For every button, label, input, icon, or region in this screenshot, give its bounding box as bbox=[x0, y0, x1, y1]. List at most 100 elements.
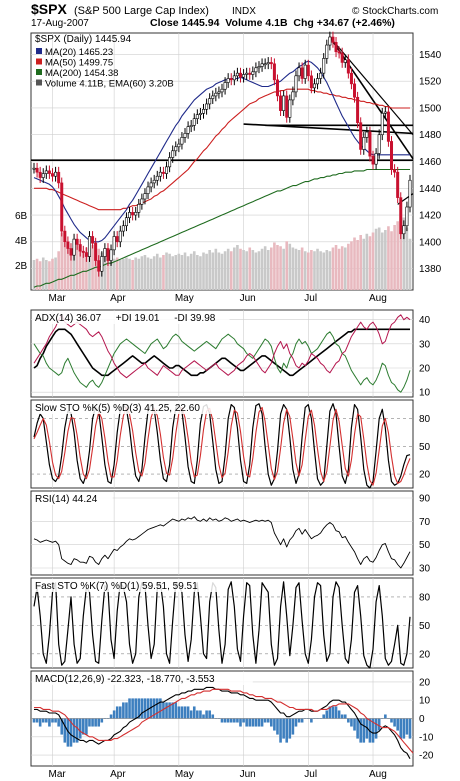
macd-histogram-bar bbox=[233, 718, 236, 723]
macd-histogram-bar bbox=[254, 718, 258, 727]
volume-bar bbox=[192, 251, 196, 290]
price-candle bbox=[155, 175, 159, 181]
legend-background bbox=[32, 672, 253, 685]
y-tick-label: 10 bbox=[419, 696, 431, 707]
volume-bar bbox=[294, 248, 298, 290]
volume-bar bbox=[125, 257, 128, 290]
volume-bar bbox=[69, 248, 73, 290]
macd-histogram-bar bbox=[162, 702, 165, 719]
macd-histogram-bar bbox=[223, 718, 227, 723]
price-candle bbox=[109, 249, 113, 261]
volume-bar bbox=[384, 230, 387, 290]
macd-histogram-bar bbox=[239, 718, 242, 727]
price-candle bbox=[383, 111, 387, 114]
price-candle bbox=[226, 78, 230, 83]
macd-histogram-bar bbox=[32, 718, 36, 723]
y-tick-label: 50 bbox=[419, 540, 431, 551]
macd-histogram-bar bbox=[38, 718, 42, 727]
macd-histogram-bar bbox=[211, 714, 215, 719]
macd-panel-series-line bbox=[34, 686, 411, 759]
macd-histogram-bar bbox=[94, 718, 97, 727]
macd-histogram-bar bbox=[279, 718, 282, 743]
price-candle bbox=[393, 169, 397, 173]
macd-histogram-bar bbox=[146, 698, 150, 719]
price-candle bbox=[118, 230, 122, 243]
adx-panel-series-line bbox=[33, 331, 411, 393]
volume-bar bbox=[285, 241, 289, 290]
price-candle bbox=[223, 82, 227, 90]
price-candle bbox=[47, 170, 51, 174]
y-tick-label: 1380 bbox=[419, 264, 442, 275]
price-candle bbox=[72, 238, 76, 256]
macd-histogram-bar bbox=[257, 718, 261, 727]
macd-histogram-bar bbox=[322, 714, 326, 719]
price-candle bbox=[128, 212, 132, 219]
volume-bar bbox=[211, 252, 215, 290]
volume-bar bbox=[180, 255, 184, 290]
price-candle bbox=[386, 111, 390, 142]
volume-bar bbox=[270, 247, 273, 290]
price-candle bbox=[356, 96, 360, 123]
price-candle bbox=[198, 113, 202, 115]
price-candle bbox=[63, 230, 67, 243]
macd-histogram-bar bbox=[331, 706, 335, 719]
macd-histogram-bar bbox=[220, 718, 224, 723]
legend-entry: MA(20) 1465.23 bbox=[45, 47, 113, 58]
price-candle bbox=[183, 133, 187, 138]
macd-histogram-bar bbox=[242, 718, 245, 723]
macd-histogram-bar bbox=[35, 718, 39, 723]
price-candle bbox=[81, 250, 85, 253]
volume-bar bbox=[109, 256, 113, 290]
volume-bar bbox=[146, 257, 150, 290]
macd-histogram-bar bbox=[171, 702, 174, 719]
volume-bar bbox=[134, 257, 138, 290]
volume-bar bbox=[78, 250, 82, 290]
volume-bar bbox=[353, 237, 356, 290]
price-panel: 1380 1400 1420 1440 1460 1480 1500 1520 1540 2B 4B… bbox=[15, 31, 442, 304]
y-tick-label: 20 bbox=[419, 677, 431, 688]
price-candle bbox=[50, 173, 54, 177]
price-candle bbox=[180, 137, 184, 145]
price-candle bbox=[35, 167, 39, 173]
legend-entry: MA(200) 1454.38 bbox=[45, 68, 118, 79]
price-candle bbox=[174, 146, 178, 152]
y-tick-label: -20 bbox=[419, 751, 434, 762]
price-candle bbox=[106, 248, 110, 261]
macd-histogram-bar bbox=[186, 706, 190, 719]
volume-bar bbox=[171, 256, 174, 290]
price-candle bbox=[32, 167, 36, 170]
legend-swatch bbox=[36, 48, 42, 54]
macd-histogram-bar bbox=[260, 718, 264, 727]
volume-bar bbox=[137, 258, 141, 290]
price-candle bbox=[269, 62, 273, 65]
price-candle bbox=[368, 131, 372, 157]
price-candle bbox=[66, 241, 70, 249]
macd-histogram-bar bbox=[149, 698, 153, 719]
price-candle bbox=[217, 91, 221, 94]
y-tick-label: 1540 bbox=[419, 50, 442, 61]
legend-entry: MA(50) 1499.75 bbox=[45, 58, 113, 69]
legend-entry: MACD(12,26,9) -22.323, -18.770, -3.553 bbox=[35, 674, 215, 685]
volume-bar bbox=[337, 248, 341, 290]
price-candle bbox=[260, 63, 264, 67]
security-name: (S&P 500 Large Cap Index) bbox=[74, 5, 209, 17]
price-candle bbox=[78, 244, 82, 252]
price-candle bbox=[303, 64, 307, 79]
rsi-panel-series-line bbox=[33, 516, 411, 569]
symbol-title: $SPX bbox=[31, 1, 67, 17]
price-candle bbox=[186, 126, 190, 134]
price-candle bbox=[251, 71, 255, 75]
macd-histogram-bar bbox=[159, 698, 162, 719]
attribution[interactable]: © StockCharts.com bbox=[352, 6, 438, 17]
volume-bar bbox=[66, 246, 70, 290]
y-tick-label: 50 bbox=[419, 442, 431, 453]
x-tick-label: Jun bbox=[240, 293, 256, 304]
macd-histogram-bar bbox=[291, 718, 295, 735]
legend-entry: Volume 4.11B, EMA(60) 3.20B bbox=[45, 79, 174, 90]
volume-bar bbox=[340, 246, 344, 290]
volume-bar bbox=[165, 252, 168, 290]
price-candle bbox=[380, 113, 384, 136]
volume-bar bbox=[72, 247, 76, 290]
price-candle bbox=[140, 198, 144, 205]
legend-swatch bbox=[36, 69, 42, 75]
